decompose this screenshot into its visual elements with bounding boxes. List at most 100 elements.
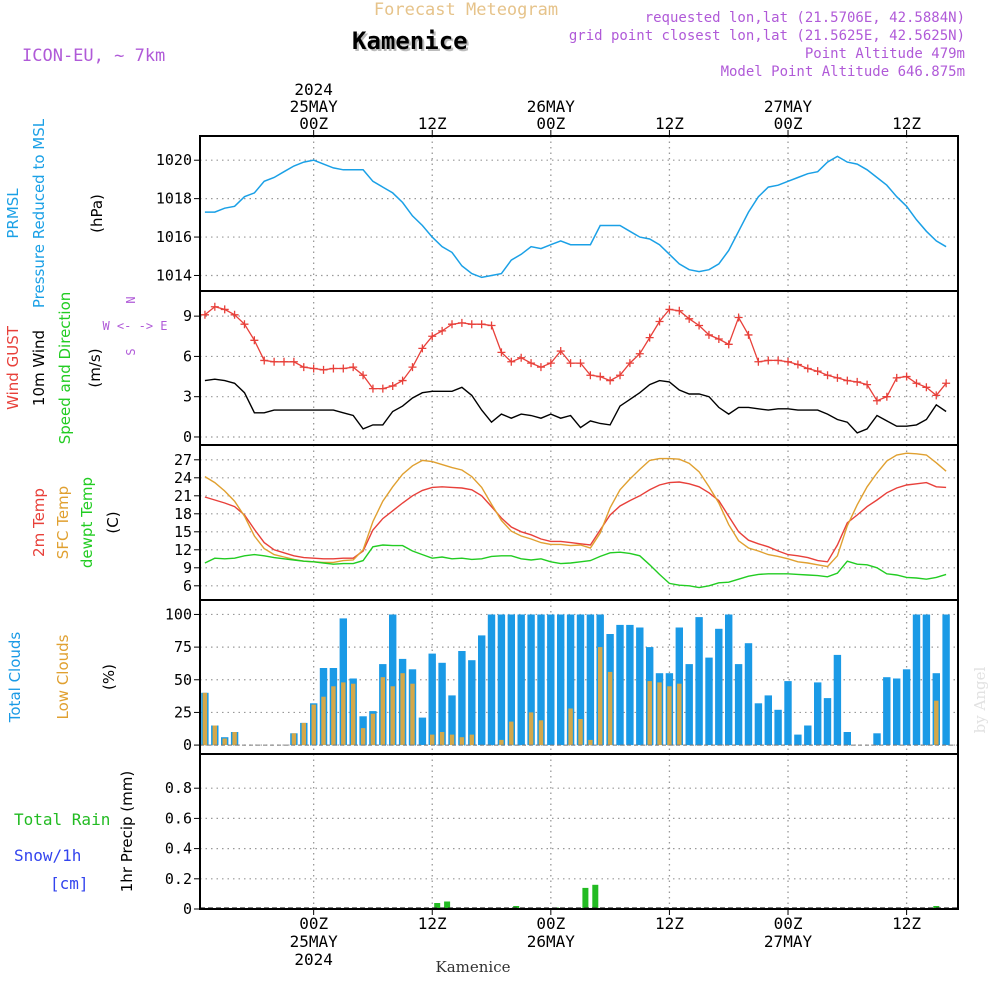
total-cloud-bar bbox=[487, 614, 496, 746]
gust-marker bbox=[872, 396, 881, 405]
low-cloud-bar bbox=[499, 739, 504, 746]
temperature-ytick-label: 12 bbox=[174, 541, 192, 559]
total-cloud-bar bbox=[774, 709, 782, 746]
credit-watermark: by Angel bbox=[971, 666, 989, 733]
low-cloud-bar bbox=[410, 683, 415, 746]
gust-marker bbox=[863, 380, 872, 389]
wind-ytick-label: 0 bbox=[183, 428, 192, 446]
total-cloud-bar bbox=[537, 614, 545, 746]
gust-marker bbox=[260, 356, 269, 365]
total-cloud-bar bbox=[626, 624, 634, 746]
gust-marker bbox=[645, 333, 654, 342]
low-cloud-bar bbox=[578, 719, 583, 746]
low-cloud-bar bbox=[538, 720, 544, 746]
temperature-ytick-label: 21 bbox=[174, 487, 192, 505]
temperature-ytick-label: 6 bbox=[183, 577, 192, 595]
gust-marker bbox=[774, 356, 783, 365]
gust-marker bbox=[457, 318, 466, 327]
pressure-axis-label: Pressure Reduced to MSL bbox=[30, 118, 48, 308]
gust-marker bbox=[586, 371, 595, 380]
low-cloud-bar bbox=[390, 686, 395, 746]
time-label-top: 26MAY bbox=[527, 97, 576, 116]
gust-marker bbox=[507, 357, 516, 366]
gust-marker bbox=[853, 377, 862, 386]
precip-frame bbox=[199, 753, 959, 910]
low-cloud-bar bbox=[647, 681, 652, 746]
time-label-bottom: 00Z bbox=[536, 914, 565, 933]
low-cloud-bar bbox=[430, 734, 435, 746]
precip-ytick-label: 0.6 bbox=[165, 809, 192, 827]
compass-we: W <- -> E bbox=[102, 319, 167, 333]
pressure-ytick-label: 1014 bbox=[156, 266, 192, 284]
total-cloud-bar bbox=[893, 678, 901, 746]
time-label-top: 12Z bbox=[655, 114, 684, 133]
low-cloud-bar bbox=[934, 700, 939, 746]
dewpt-line bbox=[204, 544, 947, 589]
total-cloud-bar bbox=[833, 654, 842, 745]
low-cloud-bar bbox=[212, 725, 217, 746]
precip-ytick-label: 0.8 bbox=[165, 779, 192, 797]
time-label-bottom: 27MAY bbox=[764, 932, 813, 951]
low-cloud-bar bbox=[459, 737, 465, 745]
gust-marker bbox=[368, 384, 377, 393]
point-altitude: Point Altitude 479m bbox=[805, 46, 965, 62]
pressure-axis-label: PRMSL bbox=[4, 188, 22, 239]
legend-snow: Snow/1h bbox=[14, 846, 81, 865]
gust-marker bbox=[576, 359, 585, 368]
pressure-ytick-label: 1020 bbox=[156, 151, 192, 169]
wind-axis-label: (m/s) bbox=[86, 348, 104, 387]
gust-marker bbox=[398, 376, 407, 385]
time-label-top: 27MAY bbox=[764, 97, 813, 116]
clouds-ytick-label: 100 bbox=[165, 605, 192, 623]
low-cloud-bar bbox=[370, 713, 376, 746]
low-cloud-bar bbox=[568, 708, 573, 746]
time-label-bottom: 25MAY bbox=[290, 932, 339, 951]
gust-marker bbox=[566, 359, 575, 368]
total-cloud-bar bbox=[883, 677, 891, 746]
gust-marker bbox=[764, 356, 773, 365]
wind-ytick-label: 9 bbox=[183, 307, 192, 325]
clouds-axis-label: Low Clouds bbox=[54, 634, 72, 719]
total-cloud-bar bbox=[478, 635, 486, 746]
gust-marker bbox=[784, 357, 793, 366]
footer-station: Kamenice bbox=[436, 958, 511, 976]
total-cloud-bar bbox=[942, 614, 950, 746]
total-cloud-bar bbox=[695, 617, 703, 746]
temperature-axis-label: dewpt Temp bbox=[78, 477, 96, 568]
gust-marker bbox=[280, 357, 289, 366]
precip-axis-label: 1hr Precip (mm) bbox=[118, 771, 136, 892]
requested-coords: requested lon,lat (21.5706E, 42.5884N) bbox=[645, 10, 965, 26]
time-label-top: 12Z bbox=[418, 114, 447, 133]
total-cloud-bar bbox=[438, 662, 446, 746]
gust-marker bbox=[912, 379, 921, 388]
precip-ytick-label: 0.4 bbox=[165, 840, 192, 858]
time-label-top: 00Z bbox=[536, 114, 565, 133]
total-cloud-bar bbox=[448, 695, 456, 745]
gust-marker bbox=[299, 363, 308, 372]
clouds-ytick-label: 75 bbox=[174, 638, 192, 656]
gust-marker bbox=[319, 365, 328, 374]
wind-ytick-label: 3 bbox=[183, 388, 192, 406]
legend-snow-unit: [cm] bbox=[50, 874, 89, 893]
gust-marker bbox=[339, 364, 348, 373]
low-cloud-bar bbox=[222, 738, 227, 745]
temperature-ytick-label: 18 bbox=[174, 505, 192, 523]
gust-marker bbox=[902, 372, 911, 381]
gust-marker bbox=[803, 364, 812, 373]
gust-marker bbox=[517, 353, 526, 362]
gust-marker bbox=[289, 357, 298, 366]
gust-marker bbox=[704, 330, 713, 339]
time-label-top: 2024 bbox=[294, 80, 333, 99]
total-cloud-bar bbox=[566, 614, 575, 746]
low-cloud-bar bbox=[439, 732, 445, 746]
low-cloud-bar bbox=[321, 696, 326, 745]
rain-bar bbox=[592, 884, 599, 909]
legend-total-rain: Total Rain bbox=[14, 810, 110, 829]
low-cloud-bar bbox=[667, 686, 672, 746]
station-title: Kamenice bbox=[352, 27, 468, 55]
gust-marker bbox=[250, 336, 259, 345]
low-cloud-bar bbox=[202, 692, 208, 746]
rain-bar bbox=[434, 903, 441, 909]
